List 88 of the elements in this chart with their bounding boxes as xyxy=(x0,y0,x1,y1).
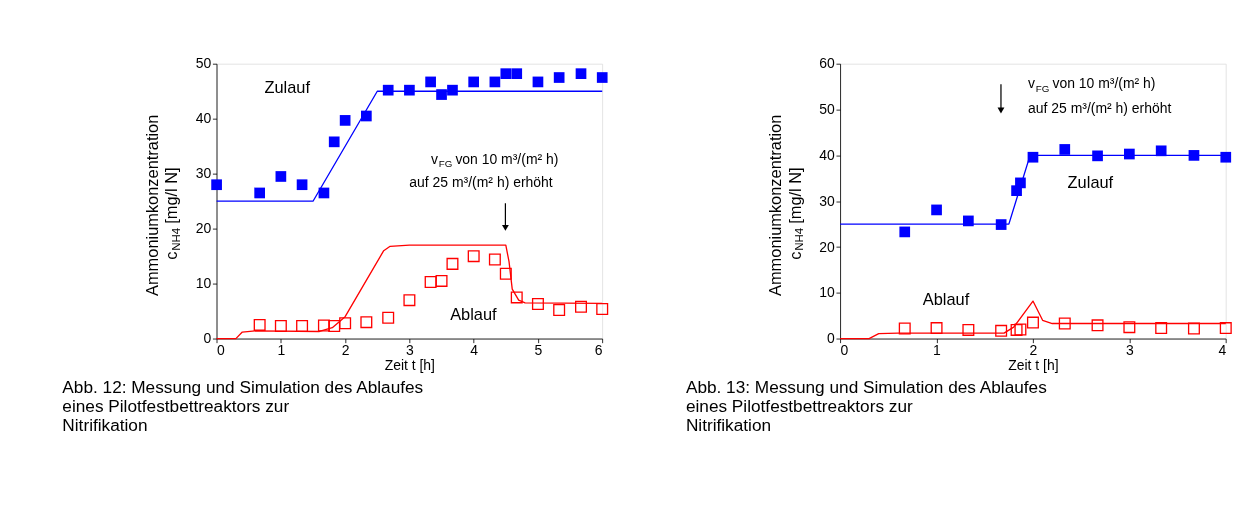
point xyxy=(382,84,394,96)
point xyxy=(1010,323,1023,336)
x-tick-label: 2 xyxy=(341,342,350,359)
x-tick-label: 1 xyxy=(933,342,942,359)
y-tick-label: 40 xyxy=(195,110,212,127)
point xyxy=(296,319,309,332)
point xyxy=(596,302,609,315)
x-tick-label: 4 xyxy=(470,342,479,359)
point xyxy=(1123,321,1136,334)
point xyxy=(468,76,480,88)
point xyxy=(899,226,911,238)
y-tick-label: 60 xyxy=(819,55,836,72)
point xyxy=(575,68,587,80)
point xyxy=(339,317,352,330)
point xyxy=(211,179,222,191)
point xyxy=(1187,322,1200,335)
point xyxy=(931,204,942,216)
point xyxy=(328,136,340,148)
point xyxy=(253,318,266,331)
x-tick-label: 4 xyxy=(1218,342,1227,359)
x-tick-label: 2 xyxy=(1029,342,1038,359)
x-tick-label: 0 xyxy=(840,342,849,359)
point xyxy=(499,267,512,280)
point xyxy=(436,89,447,100)
point xyxy=(488,253,501,266)
point xyxy=(1220,151,1232,163)
point xyxy=(424,276,437,289)
y-tick-label: 0 xyxy=(203,330,212,347)
point xyxy=(446,257,459,270)
point xyxy=(1059,144,1071,155)
point xyxy=(317,319,330,332)
point xyxy=(1155,145,1167,157)
point xyxy=(274,319,287,332)
point xyxy=(467,250,480,263)
point xyxy=(339,115,351,126)
point xyxy=(553,72,565,83)
y-tick-label: 0 xyxy=(827,330,836,347)
annotation: Ablauf xyxy=(922,290,970,308)
point xyxy=(510,291,523,304)
y-tick-label: 10 xyxy=(819,284,836,301)
point xyxy=(1058,317,1071,330)
point xyxy=(382,311,395,324)
x-axis-title: Zeit t [h] xyxy=(1008,357,1059,374)
point xyxy=(511,68,523,80)
x-tick-label: 6 xyxy=(594,342,603,359)
point xyxy=(575,300,588,313)
point xyxy=(296,179,308,191)
y-tick-label: 20 xyxy=(195,220,212,237)
x-axis-title: Zeit t [h] xyxy=(384,357,435,374)
caption: Abb. 12: Messung und Simulation des Ablaufes eines Pilotfestbettreaktors zur Nitrifikation xyxy=(62,376,424,435)
point xyxy=(1014,323,1027,336)
caption: Abb. 13: Messung und Simulation des Ablaufes eines Pilotfestbettreaktors zur Nitrifikation xyxy=(685,376,1047,435)
y-tick-label: 30 xyxy=(819,192,836,209)
x-tick-label: 0 xyxy=(217,342,226,359)
x-tick-label: 1 xyxy=(277,342,286,359)
point xyxy=(531,297,544,311)
point xyxy=(553,304,566,317)
y-tick-label: 30 xyxy=(195,165,212,182)
annotation: Zulauf xyxy=(264,78,311,97)
y-tick-label: 50 xyxy=(195,55,212,72)
point xyxy=(254,187,266,199)
x-tick-label: 5 xyxy=(534,342,543,359)
point xyxy=(500,68,512,80)
point xyxy=(596,72,608,83)
annotation: Zulauf xyxy=(1067,172,1114,191)
point xyxy=(898,322,911,335)
point xyxy=(275,171,287,182)
point xyxy=(962,323,975,336)
x-tick-label: 3 xyxy=(1125,342,1134,359)
point xyxy=(425,76,436,88)
y-tick-label: 10 xyxy=(195,275,212,292)
point xyxy=(360,316,373,329)
y-tick-label: 20 xyxy=(819,238,836,255)
point xyxy=(930,322,943,335)
point xyxy=(995,324,1008,337)
y-tick-label: 40 xyxy=(819,146,836,163)
point xyxy=(1026,316,1039,329)
y-tick-label: 50 xyxy=(819,101,836,118)
point xyxy=(435,274,448,287)
point xyxy=(1155,322,1168,335)
point xyxy=(404,84,415,96)
x-tick-label: 3 xyxy=(405,342,414,359)
point xyxy=(447,84,458,96)
point xyxy=(328,319,341,332)
point xyxy=(1219,322,1232,335)
point xyxy=(403,294,416,307)
annotation: Ablauf xyxy=(450,304,498,323)
point xyxy=(1091,319,1104,332)
